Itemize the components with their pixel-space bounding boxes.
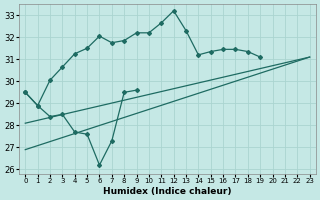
X-axis label: Humidex (Indice chaleur): Humidex (Indice chaleur) — [103, 187, 232, 196]
